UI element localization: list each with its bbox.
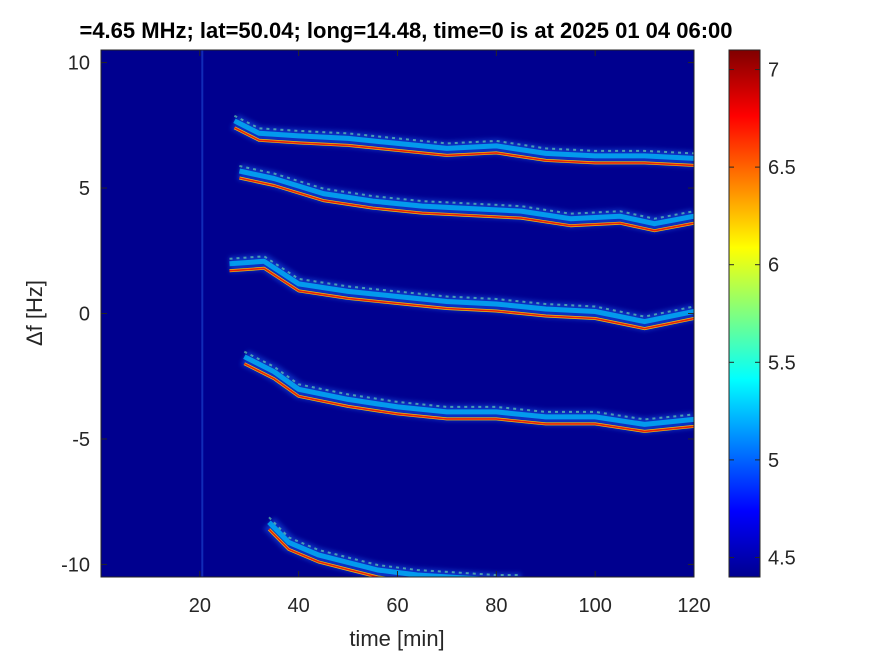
trace-scatter (243, 350, 694, 421)
colorbar-tick-label: 6.5 (768, 157, 796, 179)
y-tick-label: 0 (79, 304, 90, 326)
x-tick-label: 120 (677, 595, 710, 617)
x-axis-label: time [min] (349, 626, 444, 651)
colorbar-tick-label: 7 (768, 60, 779, 82)
chart-title: =4.65 MHz; lat=50.04; long=14.48, time=0… (79, 18, 732, 43)
signal-trace (263, 516, 521, 577)
trace-spread (229, 258, 694, 325)
colorbar-tick-label: 4.5 (768, 547, 796, 569)
x-tick-label: 60 (386, 595, 408, 617)
signal-trace (240, 350, 694, 434)
colorbar (728, 49, 761, 578)
colorbar-tick-label: 6 (768, 255, 779, 277)
trace-core (243, 362, 694, 433)
trace-core (229, 267, 694, 330)
trace-spread (243, 354, 694, 427)
x-axis-ticks: 20 40 60 80 100 120 (189, 50, 711, 617)
x-tick-label: 80 (485, 595, 507, 617)
trace-spread (233, 118, 694, 161)
x-tick-label: 40 (288, 595, 310, 617)
trace-scatter (229, 255, 694, 318)
trace-spread (267, 520, 489, 577)
y-axis-label: Δf [Hz] (22, 280, 47, 346)
x-tick-label: 100 (578, 595, 611, 617)
trace-core (239, 177, 694, 232)
trace-scatter (268, 516, 521, 576)
y-tick-label: -5 (72, 429, 90, 451)
y-tick-label: 5 (79, 178, 90, 200)
trace-spread (238, 168, 694, 227)
trace-core (234, 127, 694, 167)
colorbar-tick-label: 5.5 (768, 352, 796, 374)
x-tick-label: 20 (189, 595, 211, 617)
colorbar-ticks: 7 6.5 6 5.5 5 4.5 (729, 60, 796, 569)
colorbar-tick-label: 5 (768, 450, 779, 472)
signal-trace (237, 164, 694, 233)
trace-core (268, 528, 385, 577)
signal-trace (228, 254, 694, 331)
y-axis-ticks: 10 5 0 -5 -10 (61, 53, 694, 576)
signal-trace (230, 114, 694, 168)
y-tick-label: -10 (61, 554, 90, 576)
y-tick-label: 10 (68, 53, 90, 75)
